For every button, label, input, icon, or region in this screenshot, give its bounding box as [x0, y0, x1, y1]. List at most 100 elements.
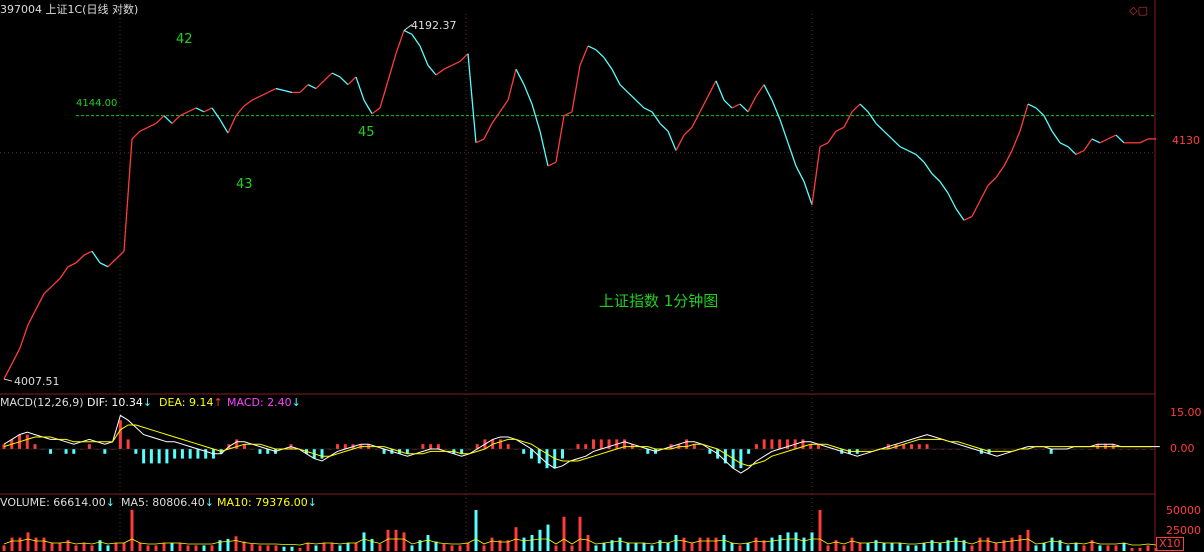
price-segment	[435, 68, 445, 76]
price-segment	[899, 146, 909, 152]
price-segment	[1067, 146, 1077, 155]
volume-bar	[858, 542, 862, 551]
price-segment	[787, 142, 797, 167]
macd-bar	[529, 449, 533, 459]
macd-bar	[87, 444, 91, 449]
macd-bar	[149, 449, 153, 464]
price-segment	[571, 65, 581, 112]
macd-bar	[584, 444, 588, 449]
volume-bar	[834, 540, 838, 551]
volume-bar	[298, 548, 302, 551]
macd-indicator-name: MACD(12,26,9)	[0, 396, 84, 409]
volume-value: VOLUME: 66614.00↓	[0, 496, 115, 510]
volume-bar	[674, 535, 678, 551]
macd-bar	[196, 449, 200, 459]
volume-bar	[434, 541, 438, 551]
dea-line	[3, 424, 1152, 467]
macd-bar	[607, 439, 611, 449]
price-segment	[507, 69, 517, 101]
volume-tick-25000: 25000	[1166, 524, 1201, 537]
price-segment	[611, 68, 621, 85]
price-segment	[595, 49, 605, 59]
macd-dea-label: DEA: 9.14	[159, 396, 214, 409]
price-segment	[315, 80, 325, 90]
arrow-up-icon: ↑	[213, 396, 223, 409]
price-segment	[155, 115, 165, 124]
price-segment	[219, 119, 229, 134]
volume-bar	[930, 540, 934, 551]
macd-bar	[925, 444, 929, 449]
macd-bar	[646, 449, 650, 454]
volume-bar	[770, 537, 774, 551]
price-segment	[275, 87, 285, 92]
price-segment	[955, 208, 965, 221]
volume-bar	[34, 537, 38, 551]
macd-bar	[592, 439, 596, 449]
restore-icon[interactable]: ◇	[1129, 4, 1138, 17]
price-segment	[379, 80, 389, 109]
volume-bar	[562, 516, 566, 551]
price-segment	[635, 99, 645, 109]
price-segment	[1043, 115, 1053, 132]
macd-bar	[785, 439, 789, 449]
price-segment	[907, 149, 917, 155]
window-icons[interactable]: ◇▢	[1129, 4, 1148, 17]
price-segment	[299, 84, 309, 93]
price-segment	[1139, 138, 1149, 144]
price-segment	[75, 254, 85, 264]
macd-dif: DIF: 10.34↓	[87, 396, 152, 410]
volume-bar	[634, 542, 638, 551]
macd-bar	[692, 444, 696, 449]
macd-bar	[545, 449, 549, 469]
macd-bar	[778, 439, 782, 449]
volume-bar	[226, 538, 230, 551]
volume-bar	[890, 542, 894, 551]
price-segment	[283, 89, 293, 94]
price-segment	[947, 192, 957, 209]
volume-bar	[946, 540, 950, 551]
price-segment	[923, 161, 933, 175]
volume-bar	[1106, 545, 1110, 551]
volume-bar	[986, 537, 990, 551]
macd-name: MACD(12,26,9)	[0, 396, 84, 410]
price-segment	[387, 53, 397, 81]
price-segment	[843, 111, 853, 128]
price-segment	[723, 99, 733, 109]
macd-bar	[747, 449, 751, 454]
price-segment	[203, 107, 213, 113]
macd-bar	[204, 449, 208, 459]
volume-bar	[322, 542, 326, 551]
price-segment	[211, 107, 221, 120]
volume-unit-badge: X10	[1156, 537, 1184, 551]
volume-bar	[914, 545, 918, 551]
price-segment	[99, 262, 109, 268]
macd-dea: DEA: 9.14↑	[159, 396, 223, 410]
volume-bar	[2, 545, 6, 551]
price-segment	[43, 285, 53, 295]
price-segment	[891, 138, 901, 148]
macd-bar	[506, 444, 510, 449]
arrow-down-icon: ↓	[142, 396, 153, 409]
volume-bar	[658, 540, 662, 551]
price-segment	[859, 103, 869, 113]
volume-bar	[554, 545, 558, 551]
volume-bar	[578, 516, 582, 551]
volume-bar	[210, 545, 214, 551]
macd-value: MACD: 2.40↓	[227, 396, 301, 410]
maximize-icon[interactable]: ▢	[1137, 4, 1148, 17]
price-segment	[187, 107, 197, 113]
wave-label-43: 43	[236, 177, 253, 192]
volume-bar	[818, 510, 822, 551]
price-segment	[35, 293, 45, 310]
price-segment	[531, 103, 541, 132]
volume-bar	[938, 542, 942, 551]
macd-bar	[49, 449, 53, 454]
price-segment	[491, 111, 501, 124]
volume-bar	[802, 537, 806, 551]
volume-bar	[1122, 542, 1126, 551]
price-segment	[883, 130, 893, 140]
price-segment	[1115, 134, 1125, 144]
volume-bar	[370, 538, 374, 551]
volume-bar	[242, 541, 246, 551]
price-segment	[1051, 130, 1061, 144]
